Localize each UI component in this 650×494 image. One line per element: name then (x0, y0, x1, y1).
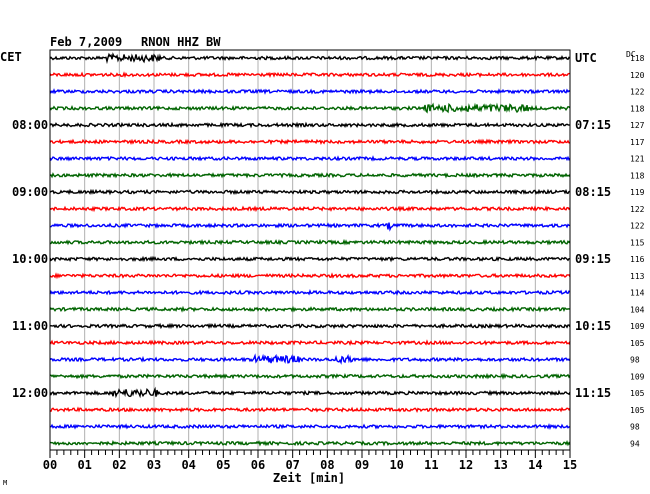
x-tick-label: 01 (77, 458, 91, 472)
x-tick-label: 10 (389, 458, 403, 472)
dc-value: 118 (630, 171, 645, 180)
header-date: Feb 7,2009 (50, 35, 122, 49)
seismic-trace (49, 272, 571, 280)
left-hour-label: 10:00 (12, 252, 48, 266)
plot-frame (49, 49, 571, 451)
seismic-trace (49, 52, 571, 65)
seismic-trace (49, 205, 571, 213)
left-hour-label: 12:00 (12, 386, 48, 400)
x-tick-label: 00 (43, 458, 57, 472)
seismic-trace (49, 422, 571, 431)
x-tick-label: 09 (355, 458, 369, 472)
dc-value: 105 (630, 339, 645, 348)
seismic-trace (49, 339, 571, 346)
seismic-trace (49, 188, 571, 196)
x-tick-label: 02 (112, 458, 126, 472)
seismic-trace (49, 172, 571, 179)
seismic-trace (49, 102, 571, 114)
dc-value: 113 (630, 272, 645, 281)
seismic-trace (49, 289, 571, 296)
grid (84, 50, 536, 450)
right-hour-label: 08:15 (575, 185, 611, 199)
axis-labels: 00 01 02 03 04 05 06 07 08 09 10 11 12 13 14 15 118 120 12… (12, 51, 645, 472)
dc-value: 94 (630, 439, 640, 448)
x-tick-label: 15 (563, 458, 577, 472)
x-tick-label: 03 (147, 458, 161, 472)
dc-value: 122 (630, 222, 645, 231)
seismic-trace (49, 386, 571, 399)
corner-mark: M (3, 479, 7, 487)
seismic-trace (49, 88, 571, 95)
dc-value: 118 (630, 104, 645, 113)
x-tick-label: 14 (528, 458, 542, 472)
x-tick-label: 13 (493, 458, 507, 472)
dc-value: 98 (630, 423, 640, 432)
left-hour-label: 09:00 (12, 185, 48, 199)
dc-value: 116 (630, 255, 645, 264)
seismic-trace (49, 406, 571, 414)
header-station: RNON HHZ BW (141, 35, 221, 49)
dc-value: 121 (630, 155, 645, 164)
dc-value: 98 (630, 356, 640, 365)
dc-value: 119 (630, 188, 645, 197)
dc-value: 127 (630, 121, 645, 130)
dc-label: DC (626, 50, 636, 59)
seismic-trace (49, 222, 571, 232)
seismic-trace (49, 255, 571, 263)
x-tick-label: 11 (424, 458, 438, 472)
left-hour-label: 08:00 (12, 118, 48, 132)
dc-value: 109 (630, 322, 645, 331)
dc-value: 122 (630, 88, 645, 97)
seismic-trace (49, 372, 571, 380)
dc-value: 118 (630, 54, 645, 63)
seismic-trace (49, 121, 571, 129)
dc-value: 104 (630, 305, 645, 314)
dc-value: 117 (630, 138, 645, 147)
seismic-trace (49, 71, 571, 79)
x-tick-label: 12 (459, 458, 473, 472)
x-tick-label: 05 (216, 458, 230, 472)
x-tick-label: 04 (181, 458, 195, 472)
left-timezone-label: CET (0, 50, 22, 64)
x-tick-label: 06 (251, 458, 265, 472)
left-hour-label: 11:00 (12, 319, 48, 333)
right-hour-label: 09:15 (575, 252, 611, 266)
dc-value: 120 (630, 71, 645, 80)
dc-value: 122 (630, 205, 645, 214)
right-hour-label: 07:15 (575, 118, 611, 132)
dc-value: 109 (630, 372, 645, 381)
seismic-trace (49, 155, 571, 162)
traces (49, 52, 571, 447)
seismic-trace (49, 440, 571, 447)
right-hour-label: 11:15 (575, 386, 611, 400)
dc-value: 115 (630, 238, 645, 247)
seismic-trace (49, 305, 571, 313)
seismic-trace (49, 353, 571, 365)
dc-value: 105 (630, 389, 645, 398)
right-hour-label: UTC (575, 51, 597, 65)
x-tick-label: 08 (320, 458, 334, 472)
dc-value: 105 (630, 406, 645, 415)
right-hour-label: 10:15 (575, 319, 611, 333)
dc-value: 114 (630, 289, 645, 298)
seismic-trace (49, 322, 571, 330)
x-axis-label: Zeit [min] (273, 471, 345, 485)
seismic-trace (49, 238, 571, 246)
x-tick-label: 07 (285, 458, 299, 472)
seismic-trace (49, 138, 571, 146)
